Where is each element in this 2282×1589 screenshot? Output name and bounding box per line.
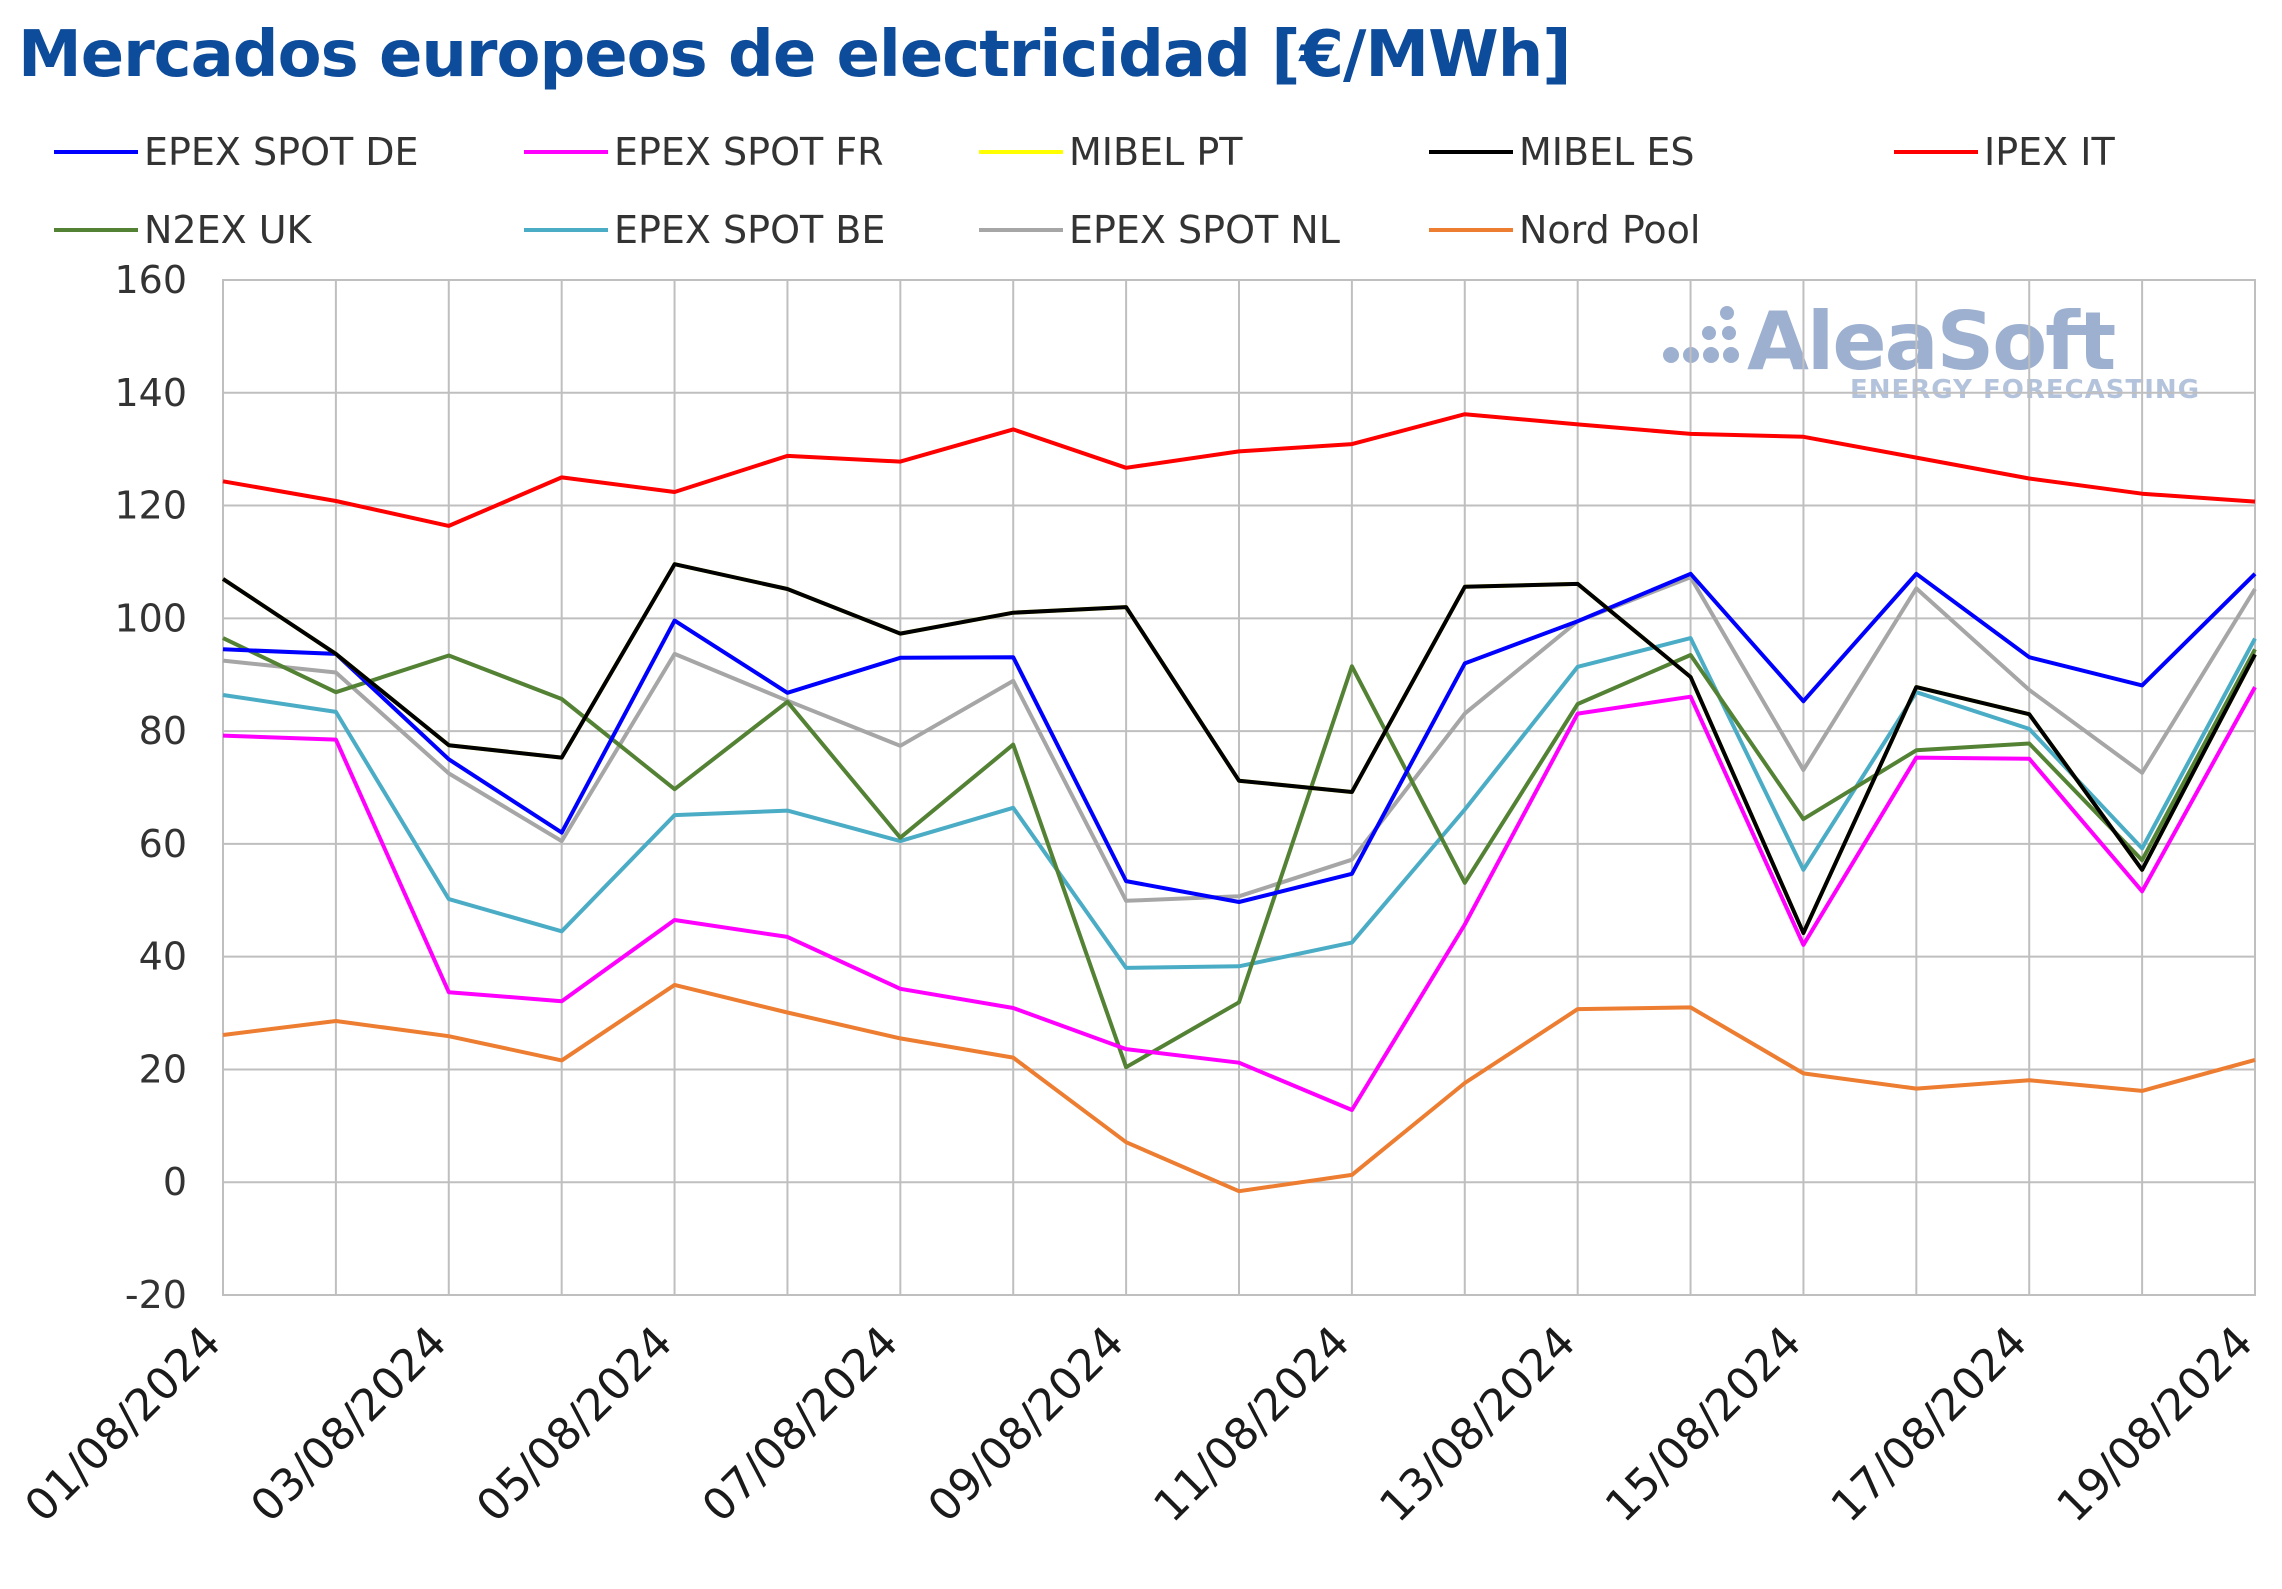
series-line-epex-spot-be	[222, 636, 2257, 970]
series-line-epex-spot-fr	[222, 686, 2257, 1112]
y-tick-label: 160	[114, 258, 187, 302]
legend-swatch	[524, 150, 608, 154]
legend-label: IPEX IT	[1984, 130, 2115, 174]
legend-swatch	[1429, 150, 1513, 154]
legend-item: EPEX SPOT BE	[524, 200, 885, 260]
x-tick-label: 19/08/2024	[2047, 1317, 2262, 1532]
legend-swatch	[524, 228, 608, 232]
legend-item: EPEX SPOT NL	[979, 200, 1340, 260]
x-tick-label: 07/08/2024	[693, 1317, 908, 1532]
legend-swatch	[1429, 228, 1513, 232]
x-tick-label: 05/08/2024	[467, 1317, 682, 1532]
legend-label: EPEX SPOT DE	[144, 130, 419, 174]
y-tick-label: 80	[139, 709, 187, 753]
legend-label: MIBEL ES	[1519, 130, 1695, 174]
logo-tagline: ENERGY FORECASTING	[1850, 375, 2201, 405]
series-line-nord-pool	[222, 982, 2256, 1194]
legend-label: EPEX SPOT NL	[1069, 208, 1340, 252]
grid-layer	[222, 279, 2256, 1296]
x-tick-label: 15/08/2024	[1596, 1317, 1811, 1532]
y-tick-label: 0	[163, 1160, 187, 1204]
y-axis: -20 0 20 40 60 80 100 120 140 160	[114, 258, 187, 1317]
legend-label: MIBEL PT	[1069, 130, 1243, 174]
legend-item: MIBEL PT	[979, 122, 1242, 182]
series-line-ipex-it	[222, 412, 2256, 528]
y-tick-label: 140	[114, 371, 187, 415]
x-tick-label: 17/08/2024	[1822, 1317, 2037, 1532]
y-tick-label: 120	[114, 484, 187, 528]
x-axis: 01/08/2024 03/08/2024 05/08/2024 07/08/2024…	[15, 1317, 2262, 1532]
legend-swatch	[1894, 150, 1978, 154]
legend-item: EPEX SPOT DE	[54, 122, 419, 182]
series-layer	[221, 412, 2257, 1194]
legend-label: Nord Pool	[1519, 208, 1701, 252]
legend-item: MIBEL ES	[1429, 122, 1694, 182]
logo-wordmark: AleaSoft	[1747, 295, 2116, 388]
y-tick-label: 40	[139, 935, 187, 979]
x-tick-label: 13/08/2024	[1370, 1317, 1585, 1532]
legend-item: IPEX IT	[1894, 122, 2115, 182]
y-tick-label: 20	[139, 1047, 187, 1091]
aleasoft-logo: AleaSoft ENERGY FORECASTING	[1655, 295, 2215, 415]
legend-label: EPEX SPOT FR	[614, 130, 884, 174]
chart-legend: EPEX SPOT DE EPEX SPOT FR MIBEL PT MIBEL ES…	[54, 122, 2254, 252]
y-tick-label: -20	[125, 1273, 187, 1317]
series-line-mibel-es	[221, 562, 2257, 935]
legend-item: EPEX SPOT FR	[524, 122, 884, 182]
legend-label: N2EX UK	[144, 208, 312, 252]
series-line-n2ex-uk	[222, 636, 2257, 1070]
series-line-epex-spot-de	[222, 571, 2257, 904]
legend-swatch	[979, 228, 1063, 232]
legend-swatch	[54, 228, 138, 232]
legend-swatch	[54, 150, 138, 154]
series-line-epex-spot-nl	[222, 575, 2257, 903]
legend-label: EPEX SPOT BE	[614, 208, 886, 252]
x-tick-label: 03/08/2024	[241, 1317, 456, 1532]
x-tick-label: 11/08/2024	[1144, 1317, 1359, 1532]
legend-item: Nord Pool	[1429, 200, 1700, 260]
y-tick-label: 60	[139, 822, 187, 866]
aleasoft-dots-icon	[1663, 306, 1739, 363]
chart-title: Mercados europeos de electricidad [€/MWh…	[18, 18, 1571, 92]
legend-item: N2EX UK	[54, 200, 311, 260]
x-tick-label: 01/08/2024	[15, 1317, 230, 1532]
legend-swatch	[979, 150, 1063, 154]
x-tick-label: 09/08/2024	[918, 1317, 1133, 1532]
y-tick-label: 100	[114, 596, 187, 640]
